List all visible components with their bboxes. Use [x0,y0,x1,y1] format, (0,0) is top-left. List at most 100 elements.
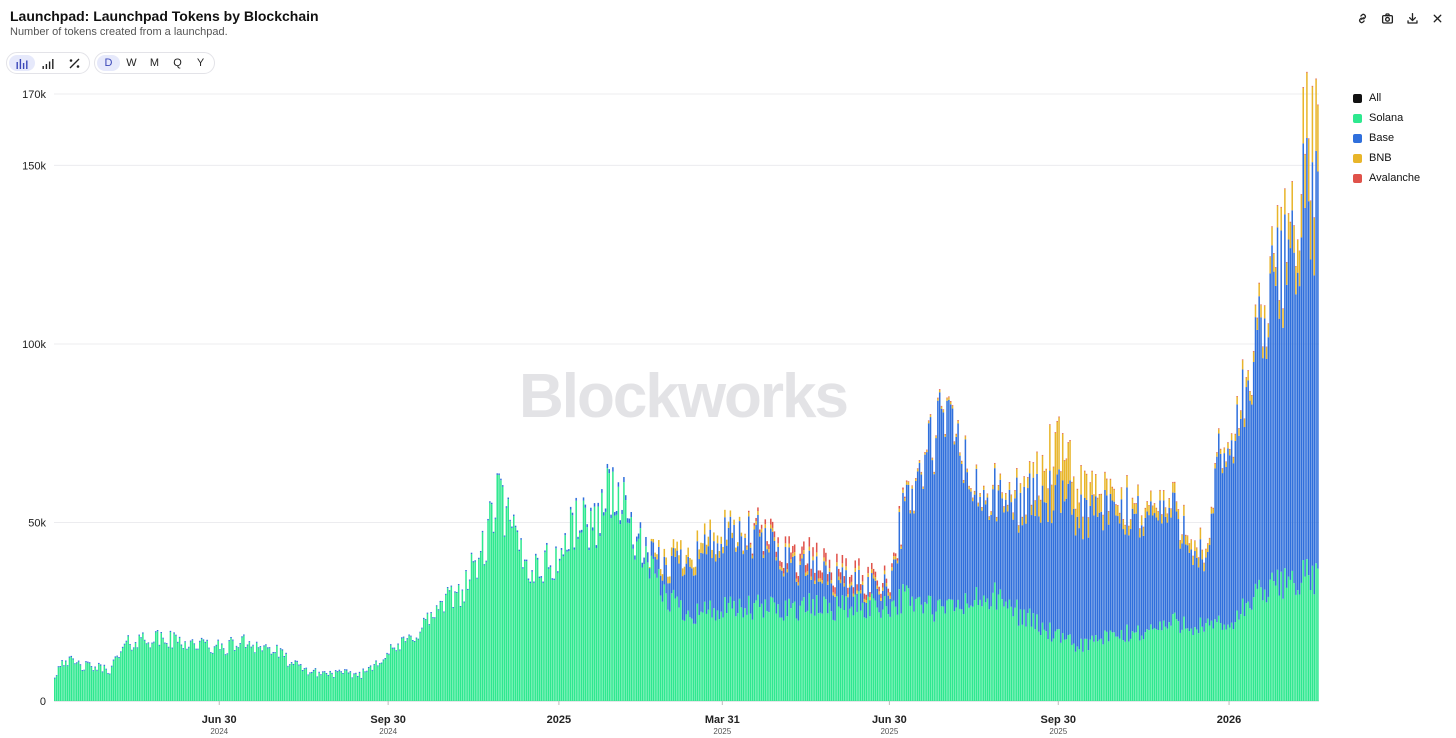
bar-base[interactable] [670,555,673,594]
bar-base[interactable] [305,667,308,669]
bar-bnb[interactable] [766,545,768,550]
bar-base[interactable] [819,581,822,613]
bar-base[interactable] [527,578,530,580]
bar-avalanche[interactable] [759,529,761,534]
bar-bnb[interactable] [753,525,756,530]
bar-solana[interactable] [171,648,174,701]
bar-solana[interactable] [760,603,763,701]
bar-base[interactable] [792,556,794,604]
bar-bnb[interactable] [1229,449,1231,456]
bar-solana[interactable] [294,661,297,701]
bar-base[interactable] [1295,294,1297,595]
bar-avalanche[interactable] [1214,463,1216,464]
bar-solana[interactable] [1065,639,1068,701]
bar-base[interactable] [1190,549,1192,629]
bar-base[interactable] [254,652,256,654]
bar-avalanche[interactable] [1256,317,1259,319]
bar-base[interactable] [847,597,849,618]
bar-avalanche[interactable] [1115,504,1117,505]
bar-base[interactable] [1260,317,1262,588]
bar-solana[interactable] [799,605,801,701]
bar-base[interactable] [872,578,875,599]
bar-solana[interactable] [465,571,467,701]
bar-solana[interactable] [1188,631,1191,701]
bar-bnb[interactable] [867,573,869,577]
bar-base[interactable] [1091,494,1093,636]
bar-solana[interactable] [1028,608,1031,701]
bar-bnb[interactable] [1093,495,1095,516]
bar-base[interactable] [463,601,465,603]
bar-base[interactable] [1032,477,1035,614]
bar-base[interactable] [1060,512,1062,643]
bar-avalanche[interactable] [1093,494,1095,496]
bar-base[interactable] [1194,551,1196,628]
bar-bnb[interactable] [1140,516,1143,526]
bar-bnb[interactable] [834,593,836,597]
bar-avalanche[interactable] [1216,452,1218,453]
bar-solana[interactable] [292,664,295,701]
bar-solana[interactable] [926,603,928,701]
bar-base[interactable] [279,648,282,650]
bar-solana[interactable] [481,532,484,701]
bar-base[interactable] [494,517,497,519]
bar-solana[interactable] [1199,617,1202,701]
bar-bnb[interactable] [826,581,829,585]
bar-solana[interactable] [266,648,269,701]
legend-item-bnb[interactable]: BNB [1353,148,1420,168]
bar-avalanche[interactable] [1229,448,1231,450]
bar-bnb[interactable] [962,480,965,484]
bar-bnb[interactable] [1122,519,1125,530]
bar-base[interactable] [731,538,733,609]
bar-solana[interactable] [1302,560,1304,701]
bar-bnb[interactable] [850,581,853,586]
bar-base[interactable] [766,549,768,611]
bar-base[interactable] [762,557,765,618]
bar-base[interactable] [926,452,928,604]
bar-avalanche[interactable] [1241,359,1244,361]
bar-solana[interactable] [705,613,708,701]
bar-base[interactable] [1175,511,1178,620]
bar-solana[interactable] [1146,629,1148,701]
bar-avalanche[interactable] [1201,549,1204,551]
bar-base[interactable] [263,645,265,647]
bar-base[interactable] [959,455,961,609]
bar-bnb[interactable] [968,486,970,490]
bar-avalanche[interactable] [880,593,882,598]
bar-base[interactable] [1102,530,1104,645]
bar-solana[interactable] [184,642,186,701]
bar-base[interactable] [573,547,576,550]
bar-solana[interactable] [1194,627,1196,701]
bar-base[interactable] [782,576,785,621]
bar-solana[interactable] [547,568,550,701]
bar-base[interactable] [584,504,587,508]
bar-bnb[interactable] [1285,262,1288,285]
bar-base[interactable] [1184,544,1187,629]
bar-bnb[interactable] [1313,217,1315,276]
bar-avalanche[interactable] [812,547,814,557]
bar-solana[interactable] [456,593,458,701]
bar-base[interactable] [1036,473,1038,615]
bar-solana[interactable] [575,500,577,701]
bar-solana[interactable] [479,552,482,701]
bar-solana[interactable] [634,559,636,701]
bar-solana[interactable] [775,613,778,701]
bar-bnb[interactable] [740,532,743,537]
bar-base[interactable] [1221,473,1224,630]
bar-base[interactable] [169,630,172,633]
bar-base[interactable] [230,636,232,639]
bar-base[interactable] [894,559,897,607]
bar-solana[interactable] [973,600,976,701]
bar-avalanche[interactable] [1225,461,1227,463]
bar-solana[interactable] [285,653,287,701]
bar-solana[interactable] [1256,588,1259,701]
bar-solana[interactable] [793,601,796,701]
bar-bnb[interactable] [1146,501,1148,512]
bar-base[interactable] [154,631,157,633]
bar-base[interactable] [861,585,864,603]
bar-solana[interactable] [235,646,238,701]
bar-avalanche[interactable] [1181,534,1183,536]
bar-base[interactable] [1056,474,1058,630]
bar-solana[interactable] [138,635,140,701]
bar-base[interactable] [478,557,480,560]
bar-bnb[interactable] [852,593,855,597]
